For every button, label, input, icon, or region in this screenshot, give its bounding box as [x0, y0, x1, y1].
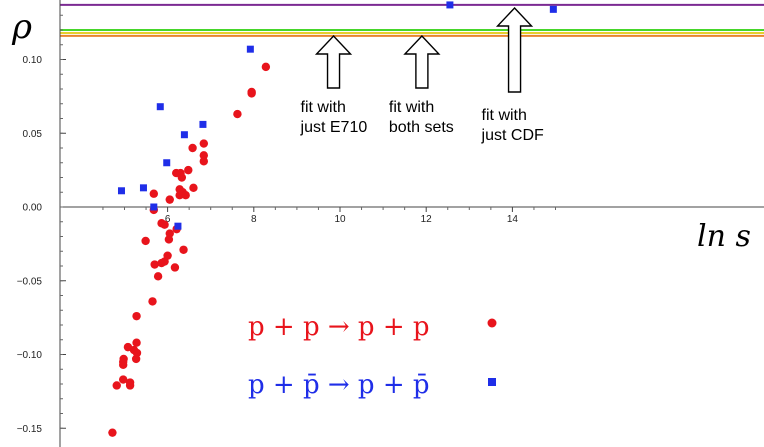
- x-tick-label: 14: [507, 214, 519, 225]
- x-ticks: 6 8 10 12 14: [103, 207, 556, 225]
- data-point-ppbar: [550, 6, 557, 13]
- data-point-ppbar: [181, 131, 188, 138]
- legend-label-pp: p + p → p + p: [248, 312, 430, 342]
- x-tick-label: 10: [334, 214, 346, 225]
- data-point-pp: [108, 428, 116, 436]
- x-axis-label: ln s: [697, 219, 751, 254]
- annotation-arrow: [405, 36, 439, 88]
- data-point-pp: [166, 195, 174, 203]
- fit-lines: [60, 5, 764, 36]
- annotation-label: just CDF: [481, 127, 544, 144]
- y-ticks: −0.15 −0.10 −0.05 0.00 0.05 0.10: [17, 15, 66, 435]
- legend: p + p → p + p p + p̄ → p + p̄: [248, 312, 497, 400]
- data-point-pp: [166, 229, 174, 237]
- data-point-ppbar: [140, 184, 147, 191]
- data-point-pp: [133, 349, 141, 357]
- data-point-pp: [171, 263, 179, 271]
- data-point-pp: [113, 381, 121, 389]
- annotation-label: fit with: [301, 99, 346, 116]
- y-tick-label: 0.05: [23, 129, 43, 140]
- x-tick-label: 8: [251, 214, 257, 225]
- annotation-label: fit with: [482, 107, 527, 124]
- data-point-pp: [184, 166, 192, 174]
- data-point-pp: [150, 260, 158, 268]
- y-tick-label: −0.05: [17, 276, 43, 287]
- data-point-pp: [178, 173, 186, 181]
- data-point-pp: [188, 144, 196, 152]
- data-point-pp: [233, 110, 241, 118]
- data-point-pp: [126, 381, 134, 389]
- annotation-label: both sets: [389, 119, 454, 136]
- data-point-pp: [132, 312, 140, 320]
- annotation-label: fit with: [389, 99, 434, 116]
- data-point-pp: [247, 89, 255, 97]
- data-point-ppbar: [157, 103, 164, 110]
- data-point-pp: [163, 251, 171, 259]
- data-point-pp: [160, 221, 168, 229]
- data-point-ppbar: [446, 1, 453, 8]
- y-tick-label: −0.15: [17, 424, 43, 435]
- annotations: fit with just E710 fit with both sets fit wi…: [300, 8, 544, 144]
- data-point-pp: [189, 184, 197, 192]
- data-point-pp: [179, 246, 187, 254]
- data-point-ppbar: [174, 223, 181, 230]
- y-tick-label: 0.10: [23, 55, 43, 66]
- data-point-pp: [119, 358, 127, 366]
- data-point-pp: [200, 157, 208, 165]
- data-point-pp: [132, 339, 140, 347]
- data-point-pp: [150, 190, 158, 198]
- data-point-pp: [200, 139, 208, 147]
- data-point-ppbar: [118, 187, 125, 194]
- data-point-pp: [148, 297, 156, 305]
- annotation-arrow: [498, 8, 532, 92]
- annotation-label: just E710: [300, 119, 368, 136]
- data-point-ppbar: [199, 121, 206, 128]
- y-tick-label: 0.00: [23, 203, 43, 214]
- y-axis-label: ρ: [11, 7, 32, 47]
- data-point-pp: [154, 272, 162, 280]
- data-point-pp: [182, 191, 190, 199]
- data-point-ppbar: [247, 46, 254, 53]
- legend-marker-ppbar: [488, 378, 496, 386]
- legend-marker-pp: [488, 319, 497, 328]
- data-point-ppbar: [150, 204, 157, 211]
- data-point-pp: [262, 63, 270, 71]
- annotation-arrow: [317, 36, 351, 88]
- legend-label-ppbar: p + p̄ → p + p̄: [248, 370, 430, 400]
- x-tick-label: 12: [421, 214, 433, 225]
- data-point-pp: [141, 237, 149, 245]
- data-point-ppbar: [163, 159, 170, 166]
- y-tick-label: −0.10: [17, 350, 43, 361]
